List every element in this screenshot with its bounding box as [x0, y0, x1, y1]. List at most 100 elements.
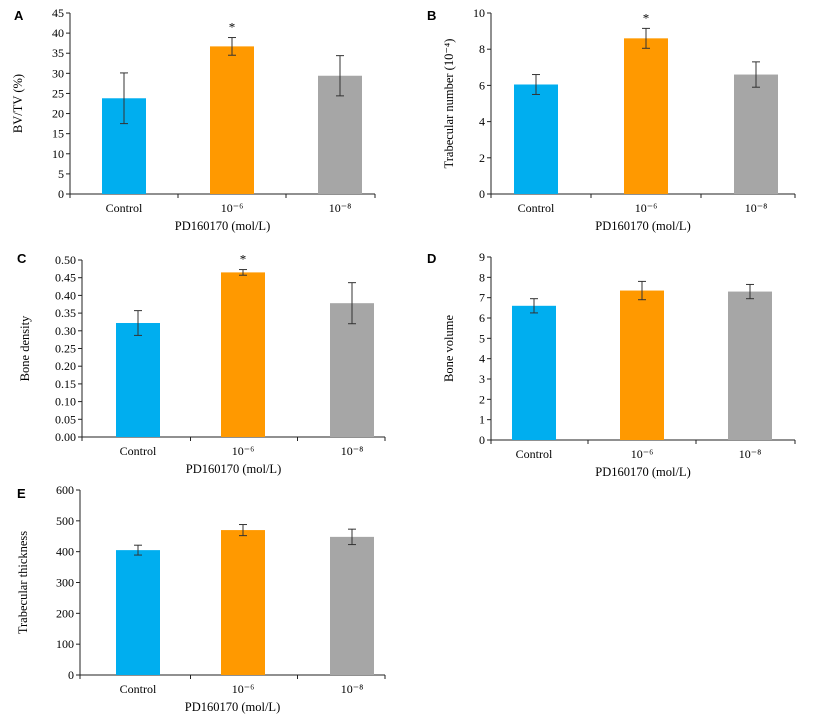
y-tick-label: 6: [479, 311, 485, 325]
y-tick-label: 40: [52, 26, 64, 40]
y-axis-label: BV/TV (%): [11, 74, 25, 133]
y-tick-label: 2: [479, 151, 485, 165]
bar-control: [116, 550, 160, 675]
y-tick-label: 35: [52, 46, 64, 60]
bar-dose8: [728, 291, 772, 440]
bar-chart-c: C 0.00 0.05 0.10 0.15 0.20 0.25 0.30 0.35 0.40 0.4…: [17, 251, 386, 476]
x-tick-label: 10⁻⁸: [341, 682, 364, 696]
x-axis-label: PD160170 (mol/L): [595, 219, 690, 233]
x-axis-label: PD160170 (mol/L): [595, 465, 690, 479]
bar-dose6: [210, 46, 254, 194]
bar-dose8: [734, 74, 778, 194]
significance-marker: *: [643, 10, 650, 25]
panel-label: A: [14, 8, 24, 23]
y-axis-label: Bone volume: [442, 315, 456, 382]
y-tick-label: 1: [479, 413, 485, 427]
x-tick-label: 10⁻⁶: [221, 201, 244, 215]
y-tick-label: 300: [56, 576, 74, 590]
y-tick-label: 8: [479, 42, 485, 56]
bar-control: [512, 305, 556, 440]
y-tick-label: 4: [479, 352, 485, 366]
y-tick-label: 3: [479, 372, 485, 386]
y-axis-label: Bone density: [18, 315, 32, 381]
y-tick-label: 2: [479, 392, 485, 406]
chart-panel-b: B 0 2 4 6 8 10 Control * 10⁻⁶ 10⁻⁸ PD160170 (mol/L)…: [410, 0, 819, 240]
y-tick-label: 400: [56, 545, 74, 559]
y-tick-label: 0.25: [55, 342, 76, 356]
y-tick-label: 30: [52, 66, 64, 80]
y-tick-label: 600: [56, 483, 74, 497]
y-tick-label: 5: [58, 167, 64, 181]
y-tick-label: 500: [56, 514, 74, 528]
y-tick-label: 0.20: [55, 359, 76, 373]
panel-label: D: [427, 251, 436, 266]
bar-dose8: [330, 536, 374, 675]
bar-dose6: [620, 290, 664, 440]
x-tick-label: Control: [518, 201, 555, 215]
chart-panel-e: E 0 100 200 300 400 500 600 Control 10⁻⁶ 10⁻⁸ PD160…: [0, 480, 410, 719]
bar-dose6: [624, 38, 668, 195]
panel-label: B: [427, 8, 436, 23]
x-tick-label: 10⁻⁸: [341, 444, 364, 458]
panel-label: E: [17, 486, 26, 501]
panel-label: C: [17, 251, 27, 266]
bar-dose6: [221, 272, 265, 437]
y-tick-label: 9: [479, 250, 485, 264]
bar-control: [116, 323, 160, 437]
x-tick-label: 10⁻⁸: [745, 201, 768, 215]
bar-chart-b: B 0 2 4 6 8 10 Control * 10⁻⁶ 10⁻⁸ PD160170 (mol/L)…: [427, 6, 796, 233]
y-axis-label: Trabecular thickness: [16, 531, 30, 634]
bar-chart-e: E 0 100 200 300 400 500 600 Control 10⁻⁶ 10⁻⁸ PD160…: [16, 483, 386, 714]
y-tick-label: 5: [479, 331, 485, 345]
y-tick-label: 10: [52, 147, 64, 161]
x-tick-label: 10⁻⁶: [232, 682, 255, 696]
x-tick-label: 10⁻⁶: [232, 444, 255, 458]
x-tick-label: 10⁻⁶: [631, 447, 654, 461]
bar-dose6: [221, 530, 265, 675]
x-tick-label: Control: [120, 682, 157, 696]
chart-panel-a: A 0 5 10 15 20 25 30 35 40 45 Control * 10⁻⁶ 10⁻⁸ PD160…: [0, 0, 410, 240]
y-tick-label: 0.05: [55, 412, 76, 426]
y-tick-label: 15: [52, 127, 64, 141]
y-tick-label: 0.35: [55, 306, 76, 320]
x-tick-label: Control: [106, 201, 143, 215]
y-tick-label: 0.40: [55, 288, 76, 302]
y-tick-label: 7: [479, 291, 485, 305]
y-tick-label: 45: [52, 6, 64, 20]
x-tick-label: Control: [120, 444, 157, 458]
y-tick-label: 0.15: [55, 377, 76, 391]
x-tick-label: 10⁻⁸: [329, 201, 352, 215]
x-axis-label: PD160170 (mol/L): [185, 700, 280, 714]
bar-control: [514, 84, 558, 194]
y-tick-label: 6: [479, 78, 485, 92]
y-tick-label: 4: [479, 115, 485, 129]
y-tick-label: 8: [479, 270, 485, 284]
bar-chart-d: D 0 1 2 3 4 5 6 7 8 9 Control 10⁻⁶ 10⁻⁸ PD160170 (mol/…: [427, 250, 796, 479]
y-tick-label: 10: [473, 6, 485, 20]
x-tick-label: 10⁻⁸: [739, 447, 762, 461]
bar-dose8: [330, 303, 374, 437]
y-tick-label: 100: [56, 637, 74, 651]
significance-marker: *: [229, 20, 236, 35]
y-tick-label: 25: [52, 86, 64, 100]
y-tick-label: 0: [68, 668, 74, 682]
significance-marker: *: [240, 252, 247, 267]
y-tick-label: 20: [52, 107, 64, 121]
y-tick-label: 0.10: [55, 395, 76, 409]
y-tick-label: 0.45: [55, 271, 76, 285]
y-tick-label: 0.00: [55, 430, 76, 444]
y-tick-label: 0: [479, 187, 485, 201]
y-tick-label: 0: [58, 187, 64, 201]
y-tick-label: 200: [56, 606, 74, 620]
x-axis-label: PD160170 (mol/L): [175, 219, 270, 233]
y-tick-label: 0: [479, 433, 485, 447]
bar-chart-a: A 0 5 10 15 20 25 30 35 40 45 Control * 10⁻⁶ 10⁻⁸ PD160…: [11, 6, 376, 233]
x-tick-label: 10⁻⁶: [635, 201, 658, 215]
x-tick-label: Control: [516, 447, 553, 461]
y-tick-label: 0.50: [55, 253, 76, 267]
chart-panel-c: C 0.00 0.05 0.10 0.15 0.20 0.25 0.30 0.35 0.40 0.4…: [0, 245, 410, 485]
chart-panel-d: D 0 1 2 3 4 5 6 7 8 9 Control 10⁻⁶ 10⁻⁸ PD160170 (mol/…: [410, 245, 819, 485]
y-axis-label: Trabecular number (10⁻⁴): [442, 39, 456, 169]
x-axis-label: PD160170 (mol/L): [186, 462, 281, 476]
y-tick-label: 0.30: [55, 324, 76, 338]
